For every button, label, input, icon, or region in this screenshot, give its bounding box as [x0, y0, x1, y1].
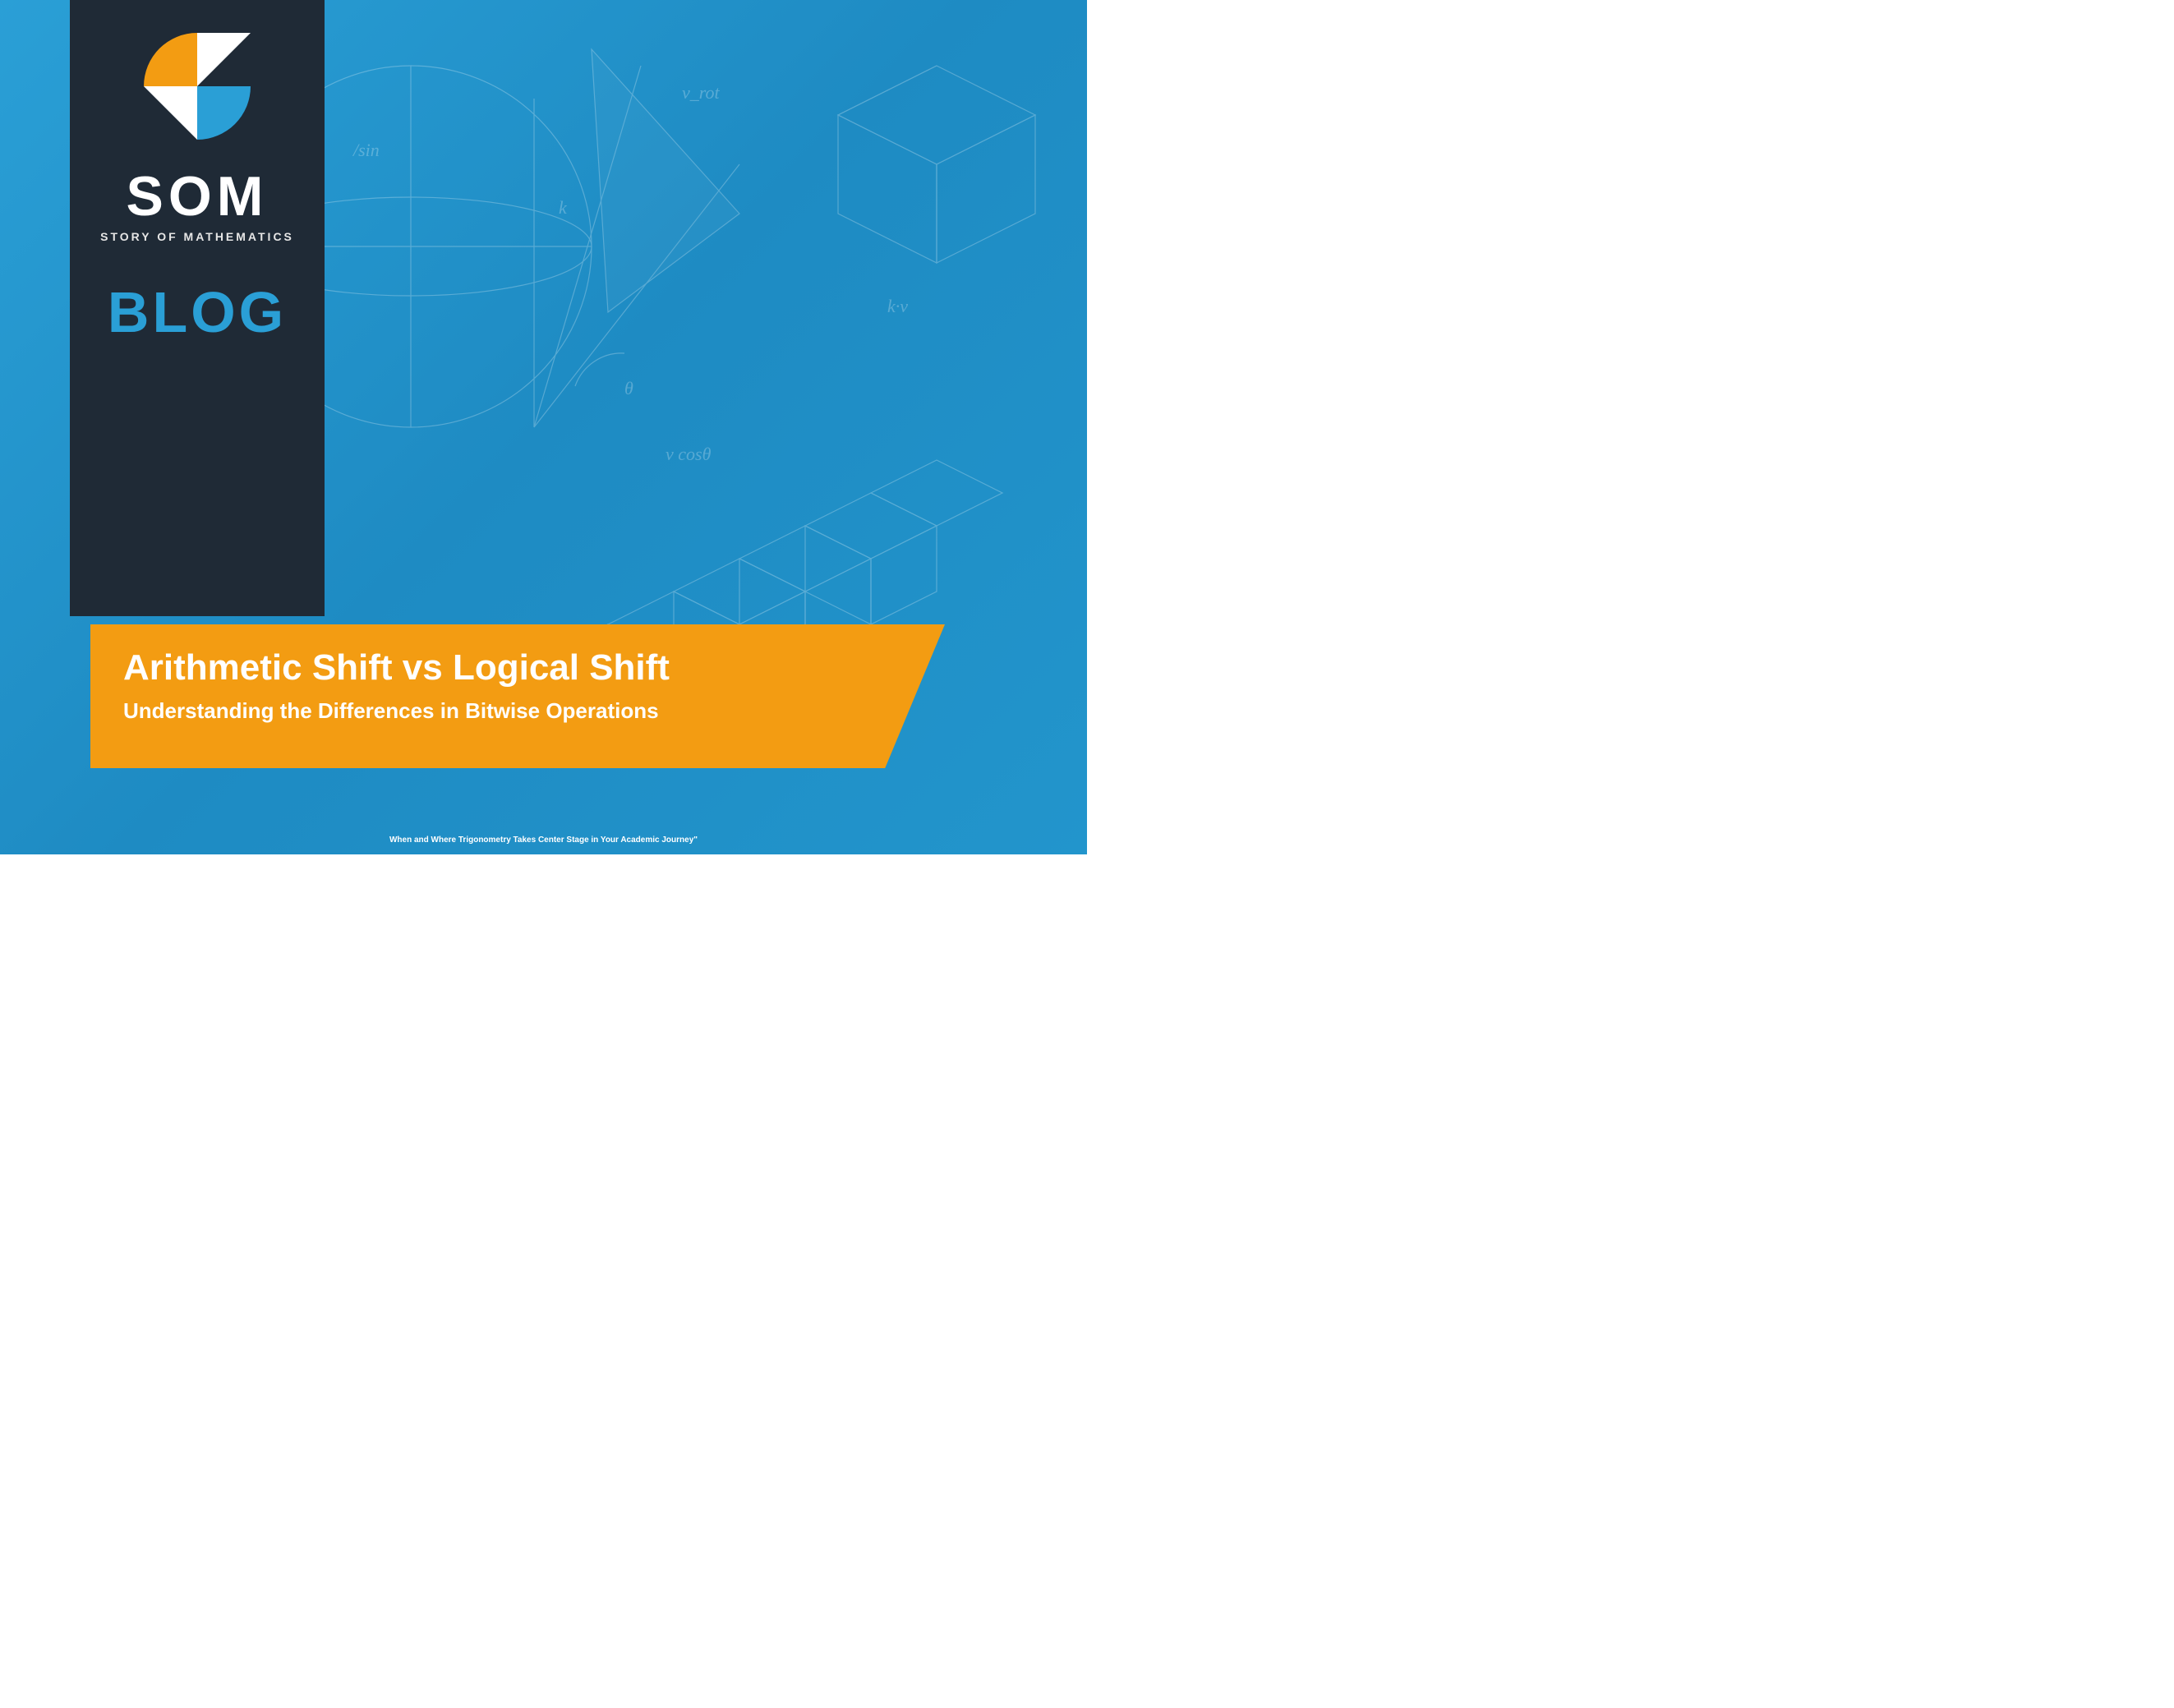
- brand-sidebar: SOM STORY OF MATHEMATICS BLOG: [70, 0, 325, 616]
- post-subtitle: Understanding the Differences in Bitwise…: [123, 698, 912, 724]
- title-banner: Arithmetic Shift vs Logical Shift Unders…: [90, 624, 945, 768]
- bg-label-k: k: [559, 197, 568, 218]
- brand-tagline: STORY OF MATHEMATICS: [70, 230, 325, 243]
- brand-section: BLOG: [70, 279, 325, 345]
- post-title: Arithmetic Shift vs Logical Shift: [123, 647, 912, 688]
- footer-caption: When and Where Trigonometry Takes Center…: [0, 836, 1087, 845]
- bg-label-theta: θ: [624, 378, 633, 398]
- bg-label-kv: k·v: [887, 296, 908, 316]
- bg-label-vcos: v cosθ: [666, 444, 712, 464]
- bg-label-vrot: v_rot: [682, 82, 721, 103]
- bg-label-sin: /sin: [352, 140, 380, 160]
- brand-logo: [144, 33, 251, 140]
- brand-acronym: SOM: [70, 164, 325, 228]
- blog-hero-card: /sin k θ v_rot k·v v cosθ SOM STORY OF M…: [0, 0, 1087, 854]
